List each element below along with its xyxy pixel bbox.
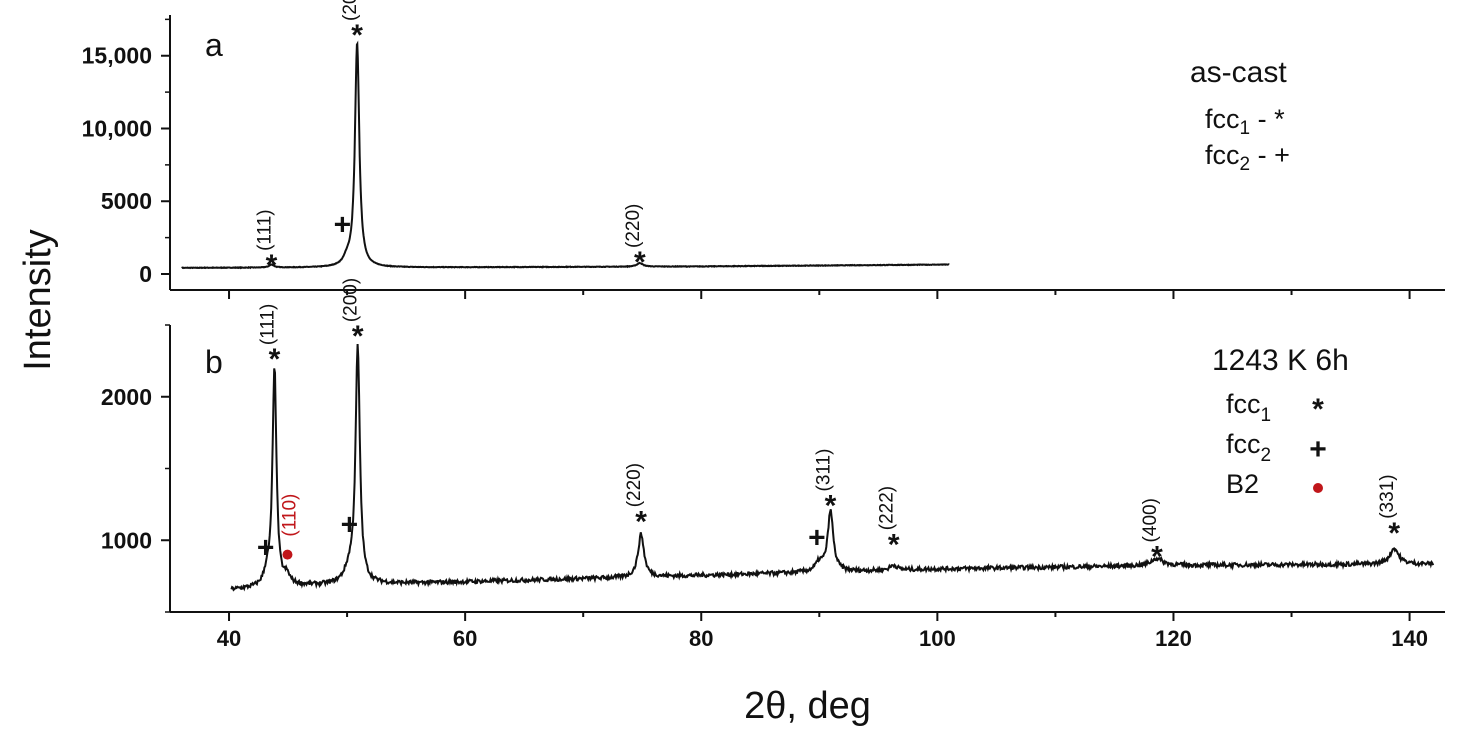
- legend-title-a: as-cast: [1190, 56, 1287, 89]
- b2-miller-index-label: (110): [279, 494, 300, 537]
- x-tick-label: 140: [1391, 626, 1428, 651]
- fcc1-marker: *: [352, 320, 364, 353]
- fcc1-marker: *: [634, 246, 646, 279]
- xrd-trace-b: [230, 343, 1435, 592]
- y-tick-label-b: 1000: [101, 527, 152, 553]
- y-tick-label-a: 0: [139, 261, 152, 287]
- miller-index-label: (331): [1377, 474, 1398, 518]
- y-axis-title: Intensity: [17, 229, 59, 371]
- fcc1-marker: *: [888, 528, 900, 561]
- x-axis-title: 2θ, deg: [744, 685, 871, 727]
- fcc2-marker: +: [257, 531, 275, 564]
- panel-label-a: a: [205, 27, 223, 63]
- miller-index-label: (400): [1140, 498, 1161, 542]
- fcc2-marker: +: [341, 508, 359, 541]
- x-tick-label: 120: [1155, 626, 1192, 651]
- x-tick-label: 80: [689, 626, 713, 651]
- legend-title-b: 1243 K 6h: [1212, 344, 1349, 377]
- y-tick-label-b: 2000: [101, 384, 152, 410]
- miller-index-label: (220): [623, 204, 644, 248]
- fcc1-marker: *: [635, 505, 647, 538]
- fcc1-marker: *: [1388, 517, 1400, 550]
- miller-index-label: (220): [624, 463, 645, 507]
- legend-item-a: fcc1 - *: [1205, 104, 1285, 139]
- y-tick-label-a: 5000: [101, 188, 152, 214]
- b2-marker: [282, 549, 293, 560]
- y-tick-label-a: 10,000: [82, 115, 152, 141]
- fcc1-marker: *: [269, 343, 281, 376]
- fcc1-marker: *: [825, 490, 837, 523]
- fcc1-marker: *: [1151, 540, 1163, 573]
- x-tick-label: 60: [453, 626, 477, 651]
- legend-item-b: fcc2: [1226, 429, 1271, 466]
- miller-index-label: (311): [814, 449, 835, 492]
- miller-index-label: (222): [877, 486, 898, 530]
- fcc2-marker: +: [334, 209, 352, 242]
- fcc1-marker: *: [266, 249, 278, 282]
- miller-index-label: (111): [255, 209, 276, 251]
- legend-symbol: *: [1312, 393, 1324, 426]
- fcc2-marker: +: [808, 521, 826, 554]
- fcc1-marker: *: [351, 19, 363, 52]
- legend-symbol: +: [1309, 433, 1327, 466]
- panel-label-b: b: [205, 344, 223, 380]
- legend-b2-symbol: [1313, 483, 1323, 493]
- legend-item-a: fcc2 - +: [1205, 140, 1290, 175]
- legend-item-b: B2: [1226, 469, 1259, 499]
- miller-index-label: (111): [257, 304, 278, 346]
- miller-index-label: (200): [341, 278, 362, 322]
- y-tick-label-a: 15,000: [82, 43, 152, 69]
- x-tick-label: 100: [919, 626, 956, 651]
- xrd-trace-a: [181, 40, 950, 270]
- miller-index-label: (200): [340, 0, 361, 21]
- x-tick-label: 40: [217, 626, 241, 651]
- legend-item-b: fcc1: [1226, 389, 1271, 426]
